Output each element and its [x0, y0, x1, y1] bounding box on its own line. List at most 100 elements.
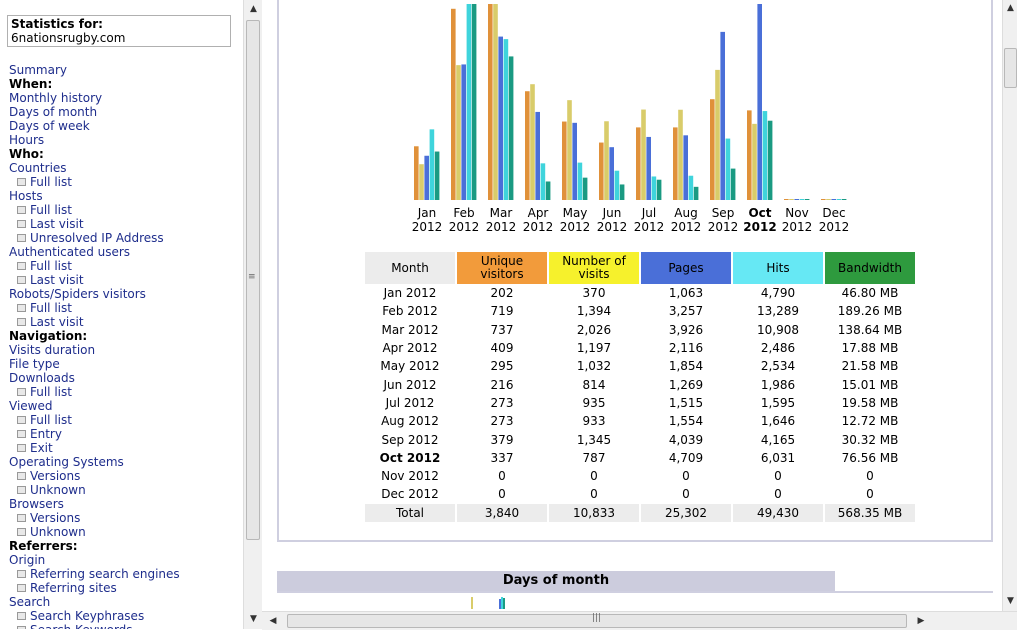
- sidebar-link-label[interactable]: Days of month: [9, 105, 98, 119]
- sidebar-subitem-full-list[interactable]: Full list: [9, 301, 249, 315]
- sidebar-item-days-of-month[interactable]: Days of month: [9, 105, 249, 119]
- sidebar-link-label[interactable]: Full list: [30, 203, 72, 217]
- sidebar-link-label[interactable]: Authenticated users: [9, 245, 131, 259]
- sidebar-link-label[interactable]: Unknown: [30, 525, 86, 539]
- sidebar-link-label[interactable]: Full list: [30, 175, 72, 189]
- sidebar-subitem-unknown[interactable]: Unknown: [9, 483, 249, 497]
- sidebar-subitem-search-keywords[interactable]: Search Keywords: [9, 623, 249, 629]
- right-scrollbar-thumb[interactable]: [1004, 48, 1017, 88]
- sidebar-item-summary[interactable]: Summary: [9, 63, 249, 77]
- list-icon: [17, 570, 26, 578]
- sidebar-item-hours[interactable]: Hours: [9, 133, 249, 147]
- sidebar-subitem-full-list[interactable]: Full list: [9, 175, 249, 189]
- sidebar-item-days-of-week[interactable]: Days of week: [9, 119, 249, 133]
- scroll-down-arrow-icon[interactable]: ▼: [250, 614, 257, 624]
- sidebar-link-label[interactable]: Monthly history: [9, 91, 103, 105]
- left-vertical-scrollbar[interactable]: ▲ ≡ ▼: [243, 0, 262, 629]
- sidebar-subitem-full-list[interactable]: Full list: [9, 259, 249, 273]
- list-icon: [17, 234, 26, 242]
- sidebar-subitem-exit[interactable]: Exit: [9, 441, 249, 455]
- sidebar-item-visits-duration[interactable]: Visits duration: [9, 343, 249, 357]
- sidebar-link-label[interactable]: Full list: [30, 413, 72, 427]
- sidebar-link-label[interactable]: Exit: [30, 441, 53, 455]
- sidebar-subitem-full-list[interactable]: Full list: [9, 413, 249, 427]
- sidebar-item-countries[interactable]: Countries: [9, 161, 249, 175]
- bar-uv-7: [673, 127, 678, 200]
- bar-bw-4: [582, 177, 588, 200]
- sidebar-subitem-unknown[interactable]: Unknown: [9, 525, 249, 539]
- sidebar-item-monthly-history[interactable]: Monthly history: [9, 91, 249, 105]
- sidebar-link-label[interactable]: Visits duration: [9, 343, 96, 357]
- sidebar-item-viewed[interactable]: Viewed: [9, 399, 249, 413]
- sidebar-subitem-full-list[interactable]: Full list: [9, 203, 249, 217]
- sidebar-link-label[interactable]: Full list: [30, 259, 72, 273]
- sidebar-link-label[interactable]: Hours: [9, 133, 45, 147]
- sidebar-link-label[interactable]: Search Keywords: [30, 623, 133, 629]
- sidebar-link-label[interactable]: Versions: [30, 511, 81, 525]
- sidebar-link-label[interactable]: Browsers: [9, 497, 64, 511]
- sidebar-subitem-unresolved-ip-address[interactable]: Unresolved IP Address: [9, 231, 249, 245]
- table-cell-bw: 189.26 MB: [837, 304, 903, 319]
- sidebar-link-label[interactable]: Unresolved IP Address: [30, 231, 164, 245]
- sidebar-link-label[interactable]: Full list: [30, 385, 72, 399]
- sidebar-item-browsers[interactable]: Browsers: [9, 497, 249, 511]
- bar-uv-2: [488, 4, 493, 200]
- right-vertical-scrollbar[interactable]: ▲ ▼: [1002, 0, 1017, 629]
- sidebar-item-operating-systems[interactable]: Operating Systems: [9, 455, 249, 469]
- sidebar-link-label[interactable]: Unknown: [30, 483, 86, 497]
- sidebar-link-label[interactable]: Hosts: [9, 189, 43, 203]
- sidebar-link-label[interactable]: File type: [9, 357, 60, 371]
- sidebar-subitem-last-visit[interactable]: Last visit: [9, 273, 249, 287]
- sidebar-link-label[interactable]: Referring sites: [30, 581, 117, 595]
- sidebar-item-authenticated-users[interactable]: Authenticated users: [9, 245, 249, 259]
- sidebar-link-label[interactable]: Countries: [9, 161, 67, 175]
- sidebar-link-label[interactable]: Last visit: [30, 315, 84, 329]
- sidebar-subitem-referring-search-engines[interactable]: Referring search engines: [9, 567, 249, 581]
- scroll-down-arrow-icon[interactable]: ▼: [1007, 596, 1014, 606]
- sidebar-subitem-referring-sites[interactable]: Referring sites: [9, 581, 249, 595]
- bar-visits-0: [419, 164, 424, 200]
- sidebar-link-label[interactable]: Viewed: [9, 399, 53, 413]
- sidebar-link-label[interactable]: Referring search engines: [30, 567, 180, 581]
- sidebar-subitem-last-visit[interactable]: Last visit: [9, 315, 249, 329]
- sidebar-link-label[interactable]: Summary: [9, 63, 67, 77]
- table-cell-visits: 787: [582, 450, 606, 465]
- sidebar-subitem-search-keyphrases[interactable]: Search Keyphrases: [9, 609, 249, 623]
- table-cell-visits: 1,197: [576, 341, 612, 356]
- sidebar-subitem-versions[interactable]: Versions: [9, 469, 249, 483]
- horizontal-scrollbar-thumb[interactable]: [287, 614, 907, 628]
- scroll-up-arrow-icon[interactable]: ▲: [1007, 3, 1014, 13]
- sidebar-section-label: Who:: [9, 147, 44, 161]
- sidebar-link-label[interactable]: Robots/Spiders visitors: [9, 287, 146, 301]
- sidebar-subitem-full-list[interactable]: Full list: [9, 385, 249, 399]
- sidebar-link-label[interactable]: Full list: [30, 301, 72, 315]
- bar-uv-9: [747, 110, 752, 200]
- horizontal-scrollbar[interactable]: ◀ ||| ▶: [262, 611, 1017, 630]
- sidebar-link-label[interactable]: Search Keyphrases: [30, 609, 145, 623]
- scroll-up-arrow-icon[interactable]: ▲: [250, 4, 257, 14]
- sidebar-item-origin[interactable]: Origin: [9, 553, 249, 567]
- sidebar-link-label[interactable]: Search: [9, 595, 51, 609]
- sidebar-subitem-last-visit[interactable]: Last visit: [9, 217, 249, 231]
- sidebar-item-hosts[interactable]: Hosts: [9, 189, 249, 203]
- sidebar-item-downloads[interactable]: Downloads: [9, 371, 249, 385]
- sidebar-link-label[interactable]: Days of week: [9, 119, 90, 133]
- sidebar-link-label[interactable]: Operating Systems: [9, 455, 124, 469]
- table-cell-bw: 0: [866, 469, 874, 484]
- sidebar-link-label[interactable]: Last visit: [30, 217, 84, 231]
- sidebar-item-search[interactable]: Search: [9, 595, 249, 609]
- sidebar-item-file-type[interactable]: File type: [9, 357, 249, 371]
- sidebar-item-robots-spiders-visitors[interactable]: Robots/Spiders visitors: [9, 287, 249, 301]
- scroll-left-arrow-icon[interactable]: ◀: [269, 616, 277, 626]
- scroll-right-arrow-icon[interactable]: ▶: [917, 616, 925, 626]
- sidebar-link-label[interactable]: Last visit: [30, 273, 84, 287]
- sidebar-link-label[interactable]: Origin: [9, 553, 46, 567]
- sidebar-link-label[interactable]: Downloads: [9, 371, 75, 385]
- bar-visits-8: [715, 69, 720, 201]
- left-scrollbar-thumb[interactable]: [246, 20, 260, 540]
- sidebar-subitem-entry[interactable]: Entry: [9, 427, 249, 441]
- table-cell-pages: 3,926: [668, 322, 704, 337]
- sidebar-subitem-versions[interactable]: Versions: [9, 511, 249, 525]
- sidebar-link-label[interactable]: Versions: [30, 469, 81, 483]
- sidebar-link-label[interactable]: Entry: [30, 427, 62, 441]
